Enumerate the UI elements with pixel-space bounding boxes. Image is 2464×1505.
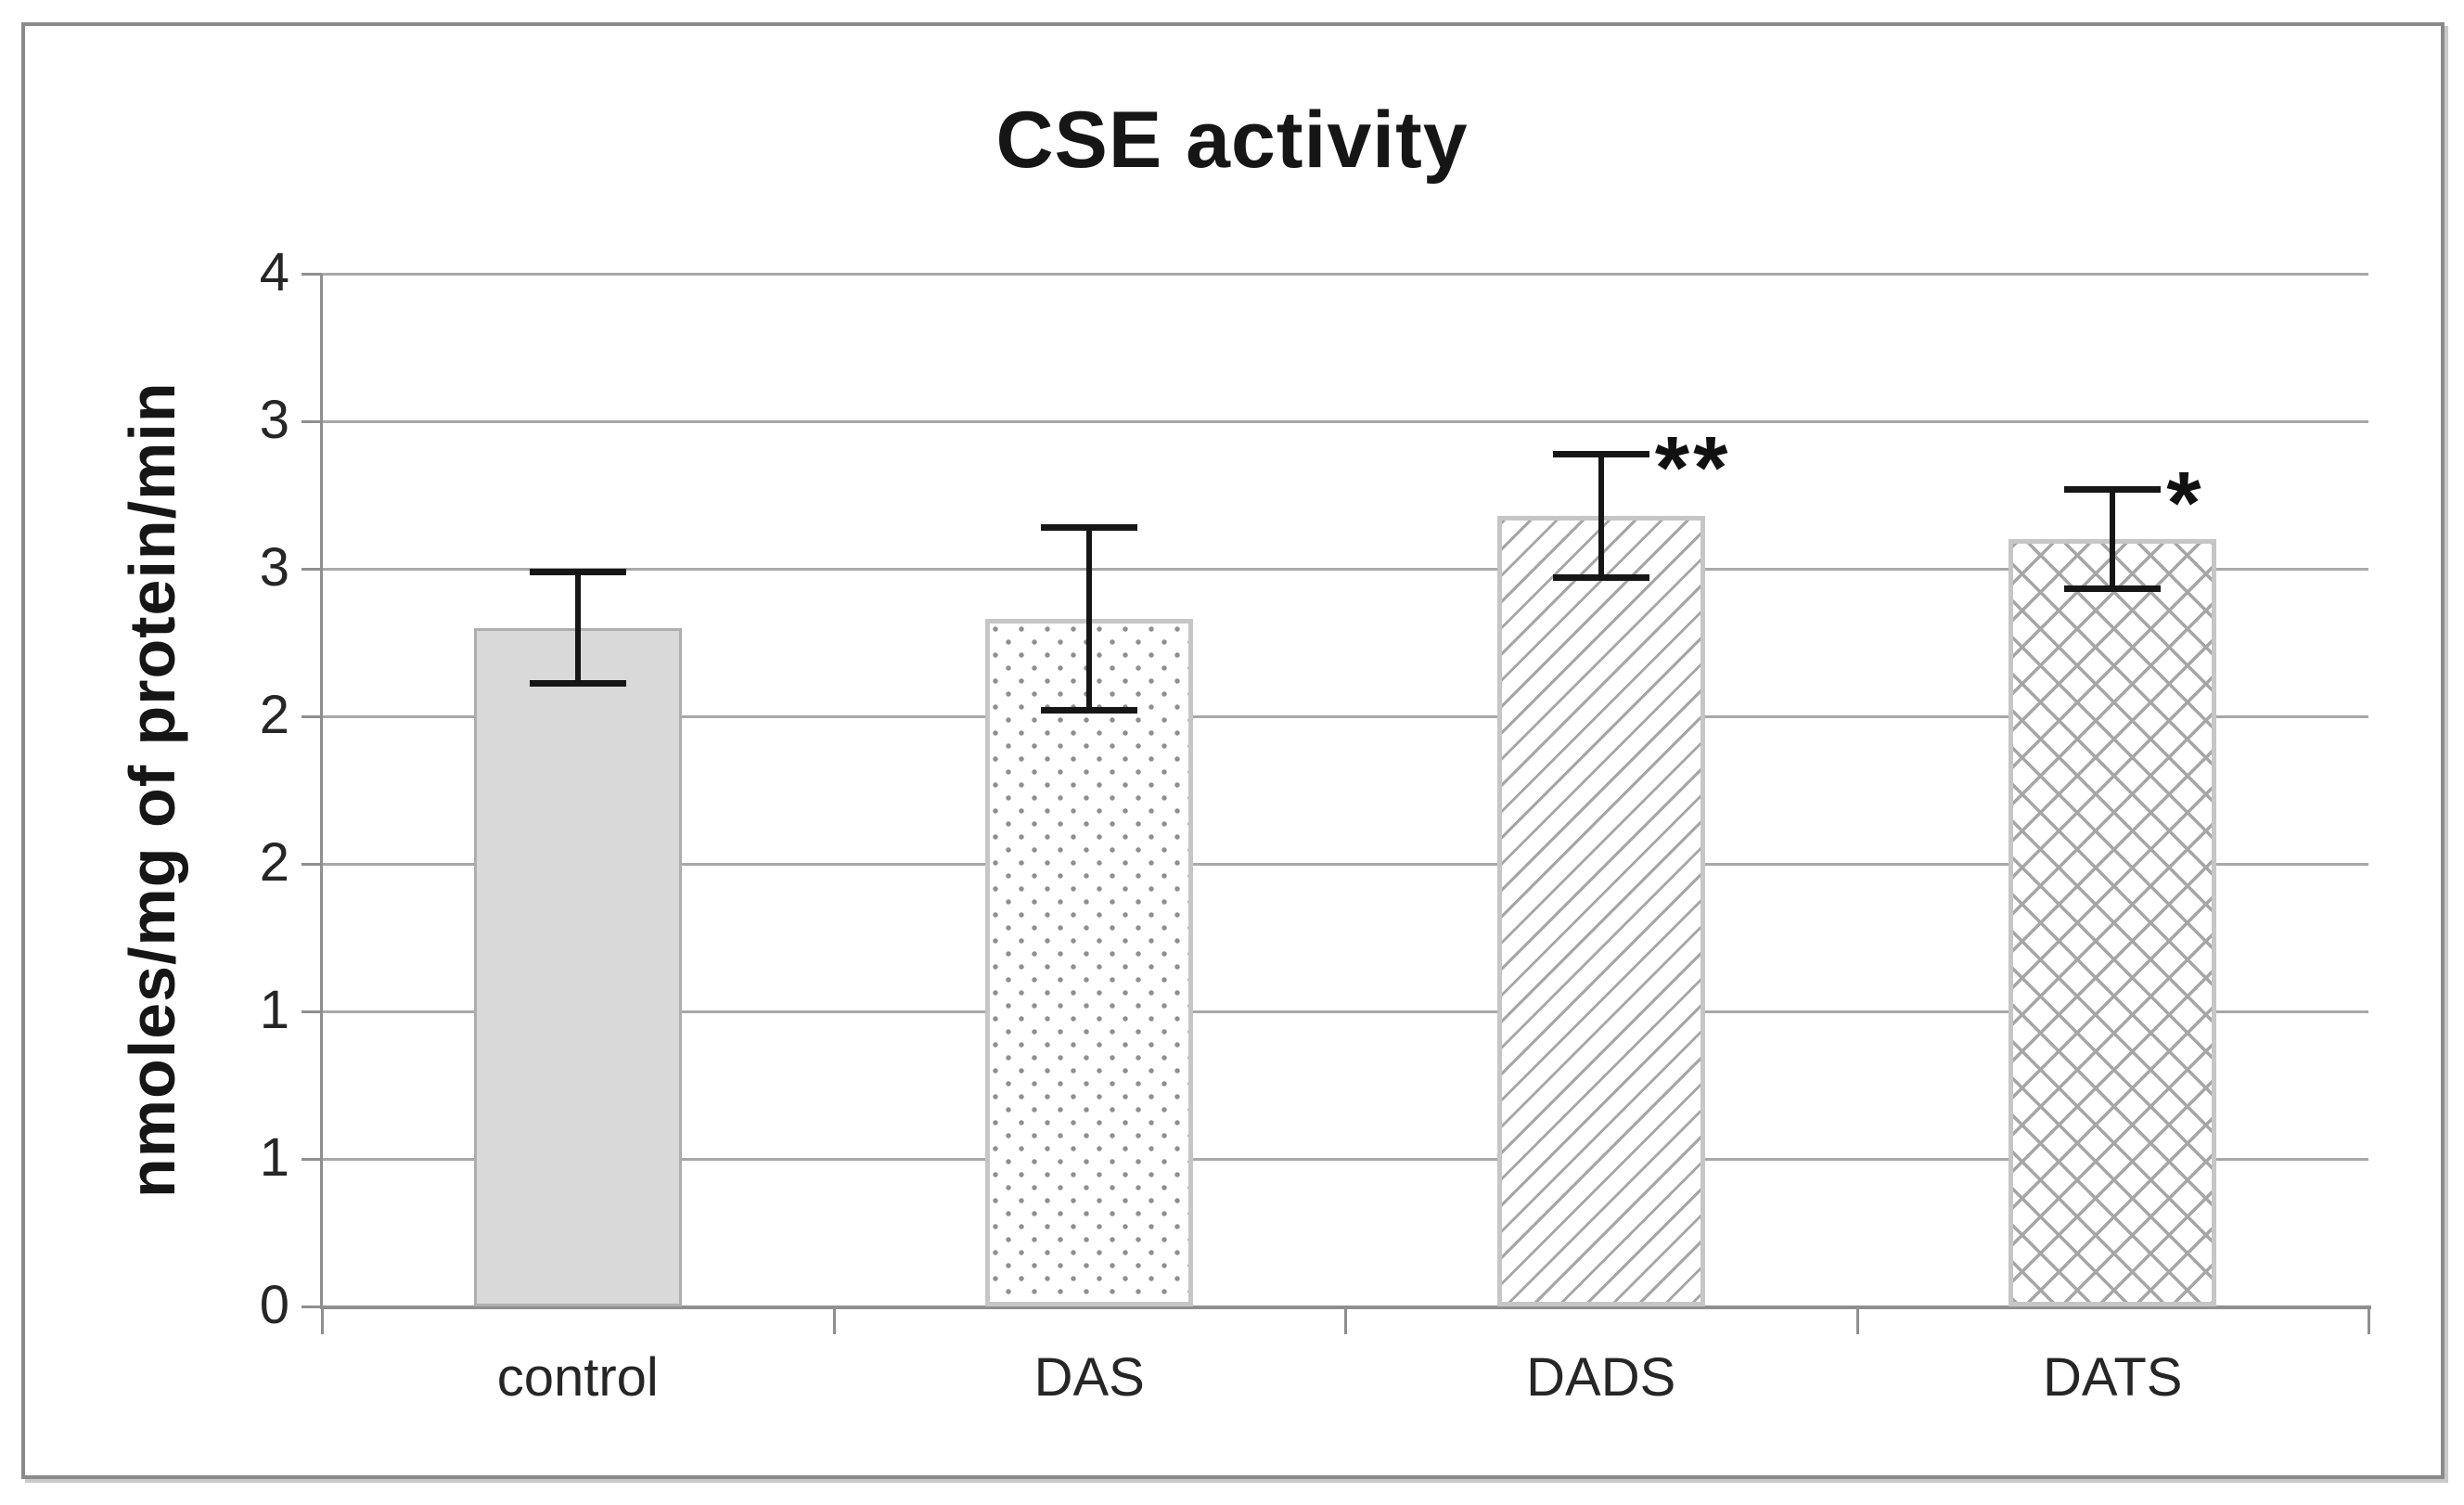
gridline	[322, 715, 2368, 718]
error-bar-dats	[2110, 489, 2116, 590]
bar-das	[985, 619, 1194, 1306]
y-tick-mark	[302, 420, 322, 423]
y-axis-tick-label: 3	[259, 537, 289, 598]
error-bar-dads	[1598, 453, 1604, 578]
error-bar-top-cap-dats	[2064, 486, 2162, 494]
y-tick-mark	[302, 1306, 322, 1308]
x-tick-mark	[1855, 1306, 1859, 1334]
gridline	[322, 1010, 2368, 1013]
error-bar-control	[574, 572, 581, 684]
x-axis-label-dads: DADS	[1526, 1347, 1676, 1408]
y-tick-mark	[302, 863, 322, 866]
significance-dads: **	[1654, 418, 1732, 518]
bar-control	[473, 627, 682, 1306]
error-bar-top-cap-dads	[1552, 450, 1649, 457]
significance-dats: *	[2166, 454, 2205, 554]
y-axis-tick-label: 1	[259, 980, 289, 1040]
y-tick-mark	[302, 1010, 322, 1013]
x-tick-mark	[2368, 1306, 2370, 1334]
y-axis-tick-label: 2	[259, 685, 289, 745]
x-tick-mark	[832, 1306, 836, 1334]
bar-dats	[2008, 539, 2217, 1306]
y-tick-mark	[302, 568, 322, 571]
error-bar-bottom-cap-control	[529, 680, 626, 688]
x-axis-label-control: control	[496, 1347, 659, 1408]
gridline	[322, 1158, 2368, 1161]
y-axis-line	[320, 274, 323, 1306]
figure-border	[21, 22, 2445, 1479]
bar-dads	[1496, 515, 1705, 1306]
chart-title: CSE activity	[995, 96, 1469, 185]
y-axis-tick-label: 3	[259, 390, 289, 450]
error-bar-bottom-cap-dats	[2064, 585, 2162, 593]
gridline	[322, 420, 2368, 423]
y-axis-tick-label: 1	[259, 1127, 289, 1188]
error-bar-top-cap-das	[1041, 524, 1138, 532]
error-bar-das	[1086, 527, 1093, 711]
x-axis-label-dats: DATS	[2043, 1347, 2183, 1408]
gridline	[322, 273, 2368, 276]
x-axis-label-das: DAS	[1033, 1347, 1145, 1408]
y-axis-tick-label: 4	[259, 242, 289, 302]
y-tick-mark	[302, 715, 322, 718]
gridline	[322, 568, 2368, 571]
x-tick-mark	[321, 1306, 324, 1334]
y-axis-tick-label: 2	[259, 832, 289, 893]
y-tick-mark	[302, 273, 322, 276]
x-tick-mark	[1344, 1306, 1347, 1334]
y-tick-mark	[302, 1158, 322, 1161]
gridline	[322, 863, 2368, 866]
y-axis-tick-label: 0	[259, 1275, 289, 1335]
error-bar-top-cap-control	[529, 569, 626, 576]
error-bar-bottom-cap-dads	[1552, 573, 1649, 581]
error-bar-bottom-cap-das	[1041, 706, 1138, 714]
